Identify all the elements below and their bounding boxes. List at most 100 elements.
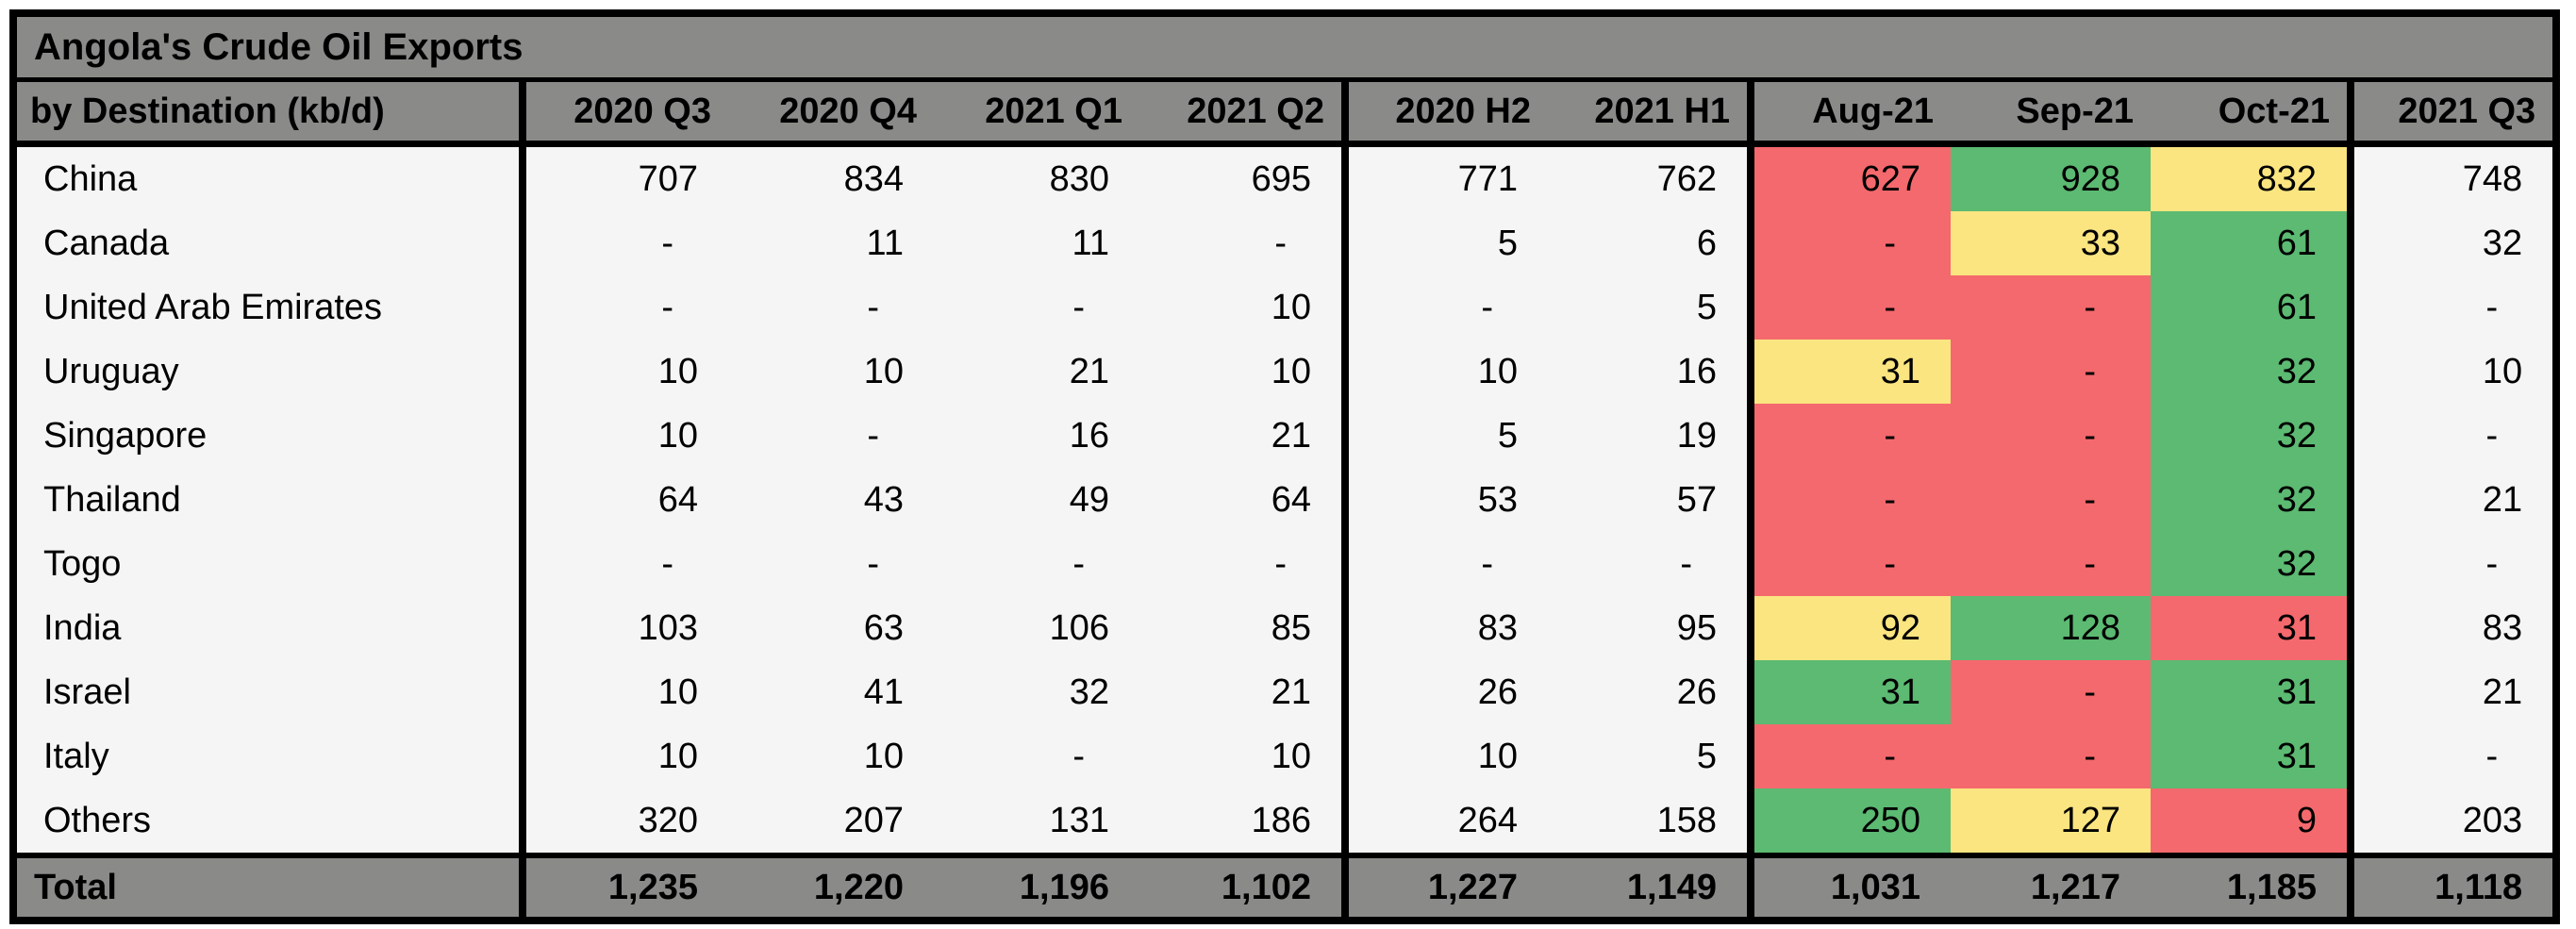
row-label: Singapore: [13, 404, 526, 468]
total-value: 1,118: [2351, 853, 2557, 921]
value-cell: 207: [728, 788, 934, 855]
value-cell: -: [728, 404, 934, 468]
value-cell: 11: [934, 211, 1139, 275]
value-cell: -: [2351, 724, 2557, 788]
value-cell: 83: [2351, 596, 2557, 660]
value-cell: 85: [1139, 596, 1349, 660]
value-cell: 10: [728, 724, 934, 788]
column-header-2020-h2: 2020 H2: [1345, 79, 1548, 147]
table-row: Others 320 207 131 186 264 158 250 127 9 203: [13, 788, 2557, 855]
value-cell: 748: [2351, 143, 2557, 211]
value-cell: 9: [2151, 788, 2354, 855]
value-cell: 49: [934, 468, 1139, 532]
column-header-destination: by Destination (kb/d): [13, 79, 526, 147]
value-cell: 16: [1548, 340, 1754, 404]
value-cell: 31: [1751, 660, 1951, 724]
value-cell: 61: [2151, 211, 2354, 275]
value-cell: 320: [523, 788, 728, 855]
value-cell: -: [1751, 211, 1951, 275]
column-header-aug-21: Aug-21: [1751, 79, 1951, 147]
value-cell: 10: [728, 340, 934, 404]
value-cell: 64: [1139, 468, 1349, 532]
value-cell: 31: [2151, 596, 2354, 660]
value-cell: -: [934, 532, 1139, 596]
value-cell: 158: [1548, 788, 1754, 855]
value-cell: 21: [2351, 660, 2557, 724]
total-value: 1,235: [523, 853, 728, 921]
value-cell: 21: [1139, 404, 1349, 468]
value-cell: 32: [2151, 532, 2354, 596]
value-cell: -: [523, 211, 728, 275]
value-cell: 31: [2151, 660, 2354, 724]
value-cell: 41: [728, 660, 934, 724]
value-cell: 5: [1345, 211, 1548, 275]
value-cell: 83: [1345, 596, 1548, 660]
column-header-2020-q4: 2020 Q4: [728, 79, 934, 147]
value-cell: 11: [728, 211, 934, 275]
value-cell: -: [2351, 275, 2557, 340]
value-cell: 10: [1345, 724, 1548, 788]
row-label: India: [13, 596, 526, 660]
value-cell: 95: [1548, 596, 1754, 660]
exports-table-container: Angola's Crude Oil Exports by Destinatio…: [9, 9, 2561, 924]
column-header-oct-21: Oct-21: [2151, 79, 2354, 147]
value-cell: -: [1951, 532, 2151, 596]
value-cell: 131: [934, 788, 1139, 855]
column-header-sep-21: Sep-21: [1951, 79, 2151, 147]
value-cell: 127: [1951, 788, 2151, 855]
value-cell: 64: [523, 468, 728, 532]
value-cell: 10: [2351, 340, 2557, 404]
value-cell: -: [1951, 724, 2151, 788]
value-cell: 5: [1548, 275, 1754, 340]
value-cell: -: [1951, 275, 2151, 340]
total-row: Total 1,235 1,220 1,196 1,102 1,227 1,14…: [13, 853, 2557, 921]
value-cell: 10: [523, 660, 728, 724]
value-cell: -: [1345, 275, 1548, 340]
value-cell: 43: [728, 468, 934, 532]
value-cell: 128: [1951, 596, 2151, 660]
value-cell: -: [1751, 404, 1951, 468]
value-cell: 928: [1951, 143, 2151, 211]
total-value: 1,031: [1751, 853, 1951, 921]
table-title-row: Angola's Crude Oil Exports: [13, 13, 2557, 82]
column-header-2021-q1: 2021 Q1: [934, 79, 1139, 147]
value-cell: 627: [1751, 143, 1951, 211]
column-header-2020-q3: 2020 Q3: [523, 79, 728, 147]
value-cell: 695: [1139, 143, 1349, 211]
table-row: Uruguay 10 10 21 10 10 16 31-32 10: [13, 340, 2557, 404]
value-cell: -: [934, 724, 1139, 788]
value-cell: 21: [2351, 468, 2557, 532]
column-header-2021-h1: 2021 H1: [1548, 79, 1754, 147]
value-cell: 10: [1139, 275, 1349, 340]
value-cell: 830: [934, 143, 1139, 211]
value-cell: 771: [1345, 143, 1548, 211]
value-cell: 832: [2151, 143, 2354, 211]
value-cell: -: [1139, 211, 1349, 275]
value-cell: 10: [523, 404, 728, 468]
value-cell: 5: [1345, 404, 1548, 468]
value-cell: -: [1751, 724, 1951, 788]
value-cell: 57: [1548, 468, 1754, 532]
value-cell: 103: [523, 596, 728, 660]
value-cell: 10: [523, 340, 728, 404]
value-cell: 32: [2151, 340, 2354, 404]
value-cell: -: [523, 275, 728, 340]
value-cell: 63: [728, 596, 934, 660]
row-label: Uruguay: [13, 340, 526, 404]
value-cell: 32: [2151, 404, 2354, 468]
total-value: 1,185: [2151, 853, 2354, 921]
table-title: Angola's Crude Oil Exports: [13, 13, 2557, 82]
row-label: Italy: [13, 724, 526, 788]
total-label: Total: [13, 853, 526, 921]
value-cell: -: [728, 275, 934, 340]
value-cell: -: [2351, 532, 2557, 596]
value-cell: 32: [2351, 211, 2557, 275]
table-row: India 103 63 106 85 83 95 92 128 31 83: [13, 596, 2557, 660]
value-cell: 26: [1345, 660, 1548, 724]
value-cell: 10: [1345, 340, 1548, 404]
value-cell: 92: [1751, 596, 1951, 660]
row-label: Canada: [13, 211, 526, 275]
value-cell: -: [1345, 532, 1548, 596]
value-cell: -: [934, 275, 1139, 340]
value-cell: 10: [523, 724, 728, 788]
